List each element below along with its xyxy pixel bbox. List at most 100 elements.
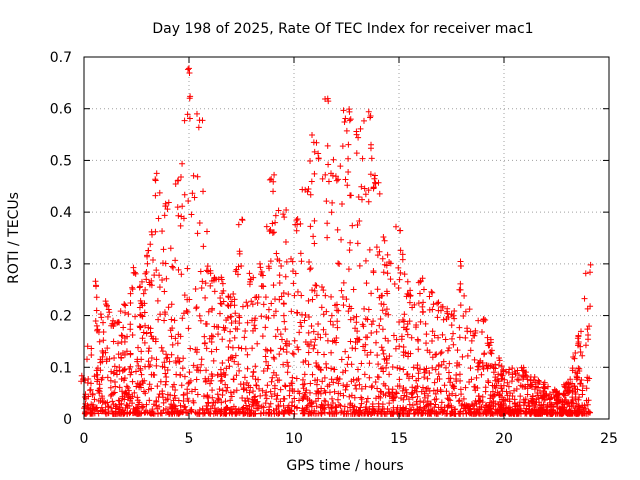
- data-point: [339, 293, 346, 300]
- data-point: [269, 374, 276, 381]
- data-point: [585, 408, 592, 415]
- data-point: [385, 389, 392, 396]
- data-point-peak: [78, 378, 85, 385]
- data-point: [202, 294, 209, 301]
- data-point: [487, 395, 494, 402]
- data-point: [420, 308, 427, 315]
- data-point: [539, 406, 546, 413]
- data-point-peak: [114, 319, 121, 326]
- data-point: [454, 347, 461, 354]
- data-point: [149, 406, 156, 413]
- data-point: [382, 310, 389, 317]
- data-point: [295, 346, 302, 353]
- data-point: [315, 150, 322, 157]
- data-point: [415, 300, 422, 307]
- data-point: [342, 386, 349, 393]
- data-point: [319, 175, 326, 182]
- data-point: [379, 255, 386, 262]
- data-point: [200, 188, 207, 195]
- data-point: [371, 175, 378, 182]
- data-point: [211, 323, 218, 330]
- data-point: [504, 379, 511, 386]
- data-point: [236, 248, 243, 255]
- data-point: [141, 339, 148, 346]
- data-point: [358, 360, 365, 367]
- data-point: [175, 331, 182, 338]
- data-point: [531, 386, 538, 393]
- data-point-peak: [246, 281, 253, 288]
- data-point: [154, 297, 161, 304]
- data-point: [438, 399, 445, 406]
- data-point: [374, 352, 381, 359]
- data-point: [572, 349, 579, 356]
- data-point: [97, 359, 104, 366]
- data-point: [409, 373, 416, 380]
- data-point: [280, 300, 287, 307]
- data-point: [294, 404, 301, 411]
- data-point: [470, 402, 477, 409]
- data-point: [439, 331, 446, 338]
- data-point: [205, 399, 212, 406]
- data-point-peak: [268, 176, 275, 183]
- data-point: [386, 371, 393, 378]
- data-point: [258, 403, 265, 410]
- data-point: [244, 319, 251, 326]
- data-point: [307, 380, 314, 387]
- data-point: [294, 309, 301, 316]
- data-point: [442, 336, 449, 343]
- data-point-peak: [480, 315, 487, 322]
- data-point: [357, 125, 364, 132]
- data-point: [81, 393, 88, 400]
- data-point: [569, 388, 576, 395]
- data-point: [178, 271, 185, 278]
- data-point: [115, 351, 122, 358]
- data-point: [420, 286, 427, 293]
- data-point-peak: [207, 270, 214, 277]
- data-point: [272, 308, 279, 315]
- data-point: [168, 316, 175, 323]
- data-point: [405, 396, 412, 403]
- data-point: [235, 344, 242, 351]
- data-point: [118, 339, 125, 346]
- data-point: [369, 382, 376, 389]
- data-point: [174, 340, 181, 347]
- data-point: [236, 312, 243, 319]
- data-point: [156, 189, 163, 196]
- data-point: [399, 387, 406, 394]
- data-point: [227, 397, 234, 404]
- data-point: [235, 263, 242, 270]
- data-point: [161, 212, 168, 219]
- data-point: [577, 348, 584, 355]
- tick-labels: 0 5 10 15 20 25 0 0.1 0.2 0.3 0.4 0.5 0.6 0.7: [50, 50, 618, 447]
- data-point: [373, 244, 380, 251]
- data-point: [185, 198, 192, 205]
- data-point: [311, 240, 318, 247]
- data-point: [429, 364, 436, 371]
- data-point: [334, 226, 341, 233]
- data-point: [441, 382, 448, 389]
- data-point: [147, 362, 154, 369]
- data-point: [442, 364, 449, 371]
- data-point: [264, 365, 271, 372]
- data-point: [267, 347, 274, 354]
- data-point: [273, 396, 280, 403]
- data-point: [378, 389, 385, 396]
- data-point-peak: [257, 264, 264, 271]
- data-point-peak: [523, 372, 530, 379]
- data-point: [337, 163, 344, 170]
- data-point: [138, 348, 145, 355]
- data-point: [145, 348, 152, 355]
- data-point: [457, 302, 464, 309]
- data-point: [399, 251, 406, 258]
- data-point-peak: [500, 368, 507, 375]
- x-tick-label: 15: [390, 431, 408, 447]
- data-point: [260, 367, 267, 374]
- data-point: [129, 378, 136, 385]
- data-point: [511, 396, 518, 403]
- data-point: [208, 348, 215, 355]
- data-point-peak: [540, 388, 547, 395]
- data-point: [518, 408, 525, 415]
- y-tick-label: 0: [63, 412, 72, 428]
- data-point: [448, 402, 455, 409]
- data-point: [223, 365, 230, 372]
